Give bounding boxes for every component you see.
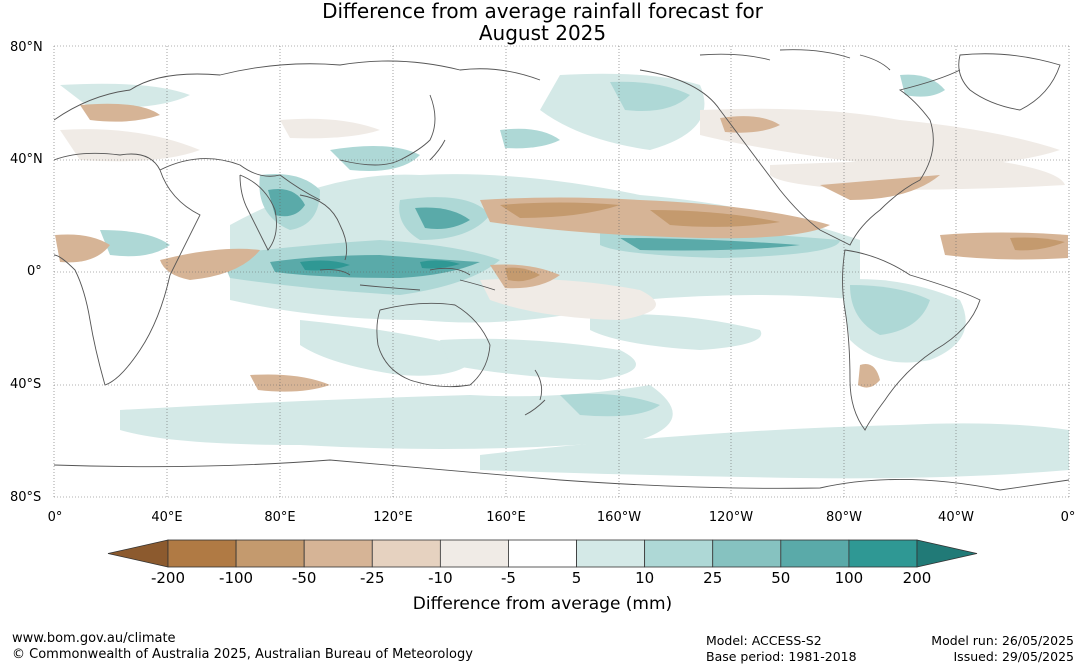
colorbar-tick-label: 200 xyxy=(902,569,932,587)
lat-label-0: 0° xyxy=(27,264,42,279)
lat-label-40s: 40°S xyxy=(10,377,42,392)
colorbar-segment xyxy=(644,539,714,568)
footer-dates: Model run: 26/05/2025 Issued: 29/05/2025 xyxy=(931,633,1074,665)
anomaly-field xyxy=(55,73,1069,479)
colorbar-tick-label: 10 xyxy=(635,569,655,587)
colorbar-segment xyxy=(712,539,782,568)
lon-label-80e: 80°E xyxy=(264,510,296,525)
footer-model-run: Model run: 26/05/2025 xyxy=(931,633,1074,648)
lon-label-120w: 120°W xyxy=(708,510,754,525)
graticule xyxy=(53,45,1070,498)
footer-left: www.bom.gov.au/climate © Commonwealth of… xyxy=(12,631,473,663)
colorbar-tick-label: -10 xyxy=(428,569,453,587)
colorbar-tick-label: 100 xyxy=(834,569,864,587)
lat-label-80s: 80°S xyxy=(10,490,42,505)
colorbar-segment xyxy=(780,539,850,568)
footer-copyright: © Commonwealth of Australia 2025, Austra… xyxy=(12,647,473,662)
colorbar-tick-label: -100 xyxy=(219,569,254,587)
footer-issued: Issued: 29/05/2025 xyxy=(953,649,1075,664)
colorbar-arrow-low xyxy=(107,539,169,568)
colorbar-tick-label: 5 xyxy=(571,569,582,587)
anomaly-strong-wet-areas xyxy=(268,189,800,278)
lon-label-160w: 160°W xyxy=(596,510,642,525)
colorbar xyxy=(107,539,978,568)
lon-label-40e: 40°E xyxy=(151,510,183,525)
colorbar-segment xyxy=(371,539,441,568)
colorbar-segment xyxy=(848,539,918,568)
lon-label-120e: 120°E xyxy=(373,510,413,525)
anomaly-slight-dry-areas xyxy=(60,108,1065,320)
anomaly-very-strong-wet-areas xyxy=(300,260,460,271)
lon-label-160e: 160°E xyxy=(486,510,526,525)
footer-model-info: Model: ACCESS-S2 Base period: 1981-2018 xyxy=(706,633,857,665)
anomaly-strong-dry-areas xyxy=(500,202,1065,282)
map-title-line-2: August 2025 xyxy=(478,21,607,45)
colorbar-tick-label: -25 xyxy=(360,569,385,587)
lon-label-0-east: 0° xyxy=(1060,510,1076,525)
colorbar-tick-label: -50 xyxy=(291,569,317,587)
colorbar-segment xyxy=(508,539,577,568)
footer-model: Model: ACCESS-S2 xyxy=(706,633,822,648)
colorbar-segment xyxy=(235,539,305,568)
lon-label-40w: 40°W xyxy=(938,510,974,525)
colorbar-tick-label: 50 xyxy=(771,569,791,587)
map-title-line-1: Difference from average rainfall forecas… xyxy=(322,0,763,23)
footer-url: www.bom.gov.au/climate xyxy=(12,631,176,646)
colorbar-segment xyxy=(576,539,646,568)
colorbar-tick-label: -5 xyxy=(500,569,516,587)
colorbar-segment xyxy=(439,539,509,568)
footer-base-period: Base period: 1981-2018 xyxy=(706,649,857,664)
colorbar-segment xyxy=(303,539,373,568)
colorbar-title: Difference from average (mm) xyxy=(412,594,673,614)
colorbar-tick-label: -200 xyxy=(150,569,186,587)
coastlines xyxy=(54,49,1070,491)
lat-label-40n: 40°N xyxy=(10,152,43,167)
lon-label-80w: 80°W xyxy=(826,510,862,525)
colorbar-tick-label: 25 xyxy=(703,569,723,587)
lat-label-80n: 80°N xyxy=(10,40,43,55)
colorbar-arrow-high xyxy=(916,539,978,568)
colorbar-segment xyxy=(167,539,237,568)
lon-label-0-west: 0° xyxy=(47,510,63,525)
